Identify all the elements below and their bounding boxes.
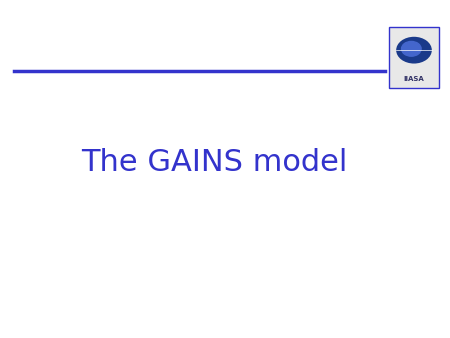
Circle shape xyxy=(396,37,432,64)
Text: IIASA: IIASA xyxy=(404,76,424,82)
Text: The GAINS model: The GAINS model xyxy=(81,148,347,177)
Circle shape xyxy=(401,42,421,56)
FancyBboxPatch shape xyxy=(389,27,439,88)
